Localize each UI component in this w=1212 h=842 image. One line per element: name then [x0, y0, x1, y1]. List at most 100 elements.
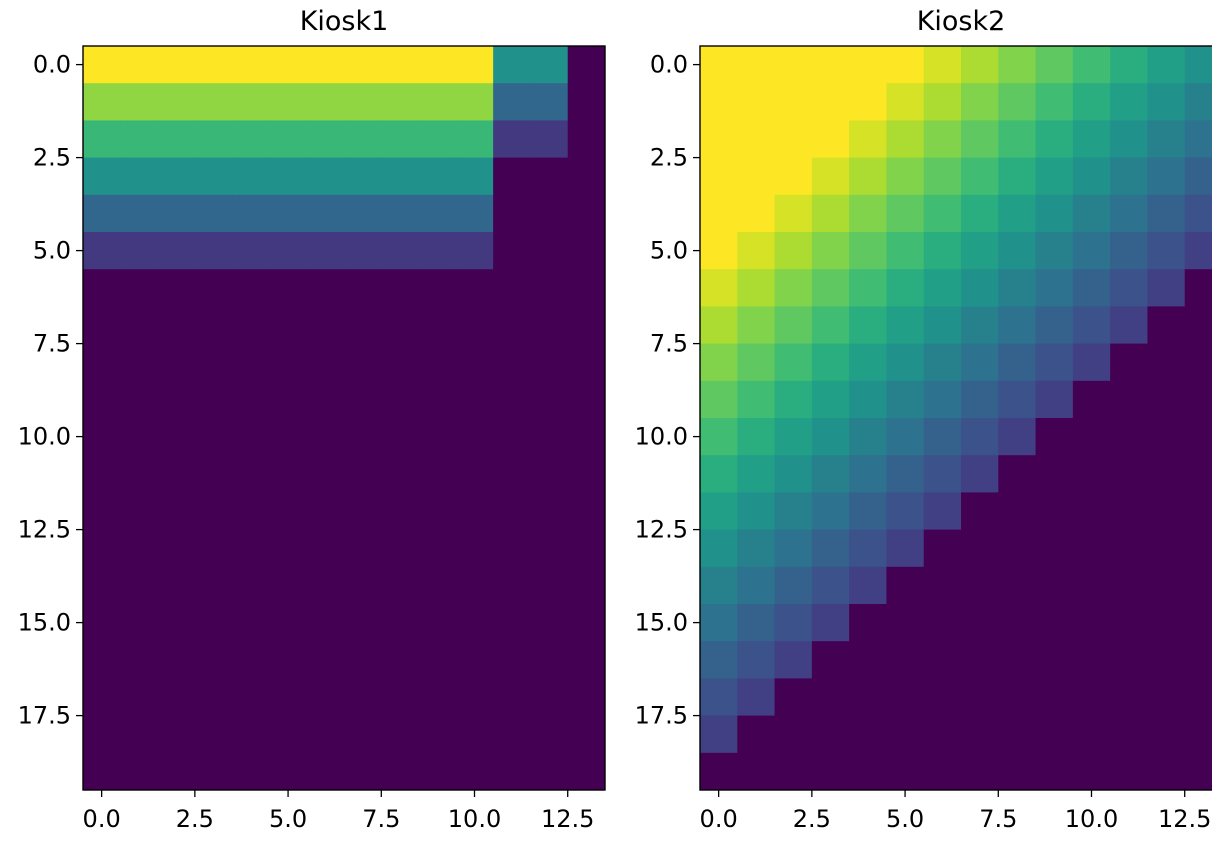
heatmap-cell-r11-c4: [849, 455, 888, 493]
heatmap-cell-r7-c4: [849, 306, 888, 345]
heatmap-cell-r14-c12: [530, 566, 569, 605]
heatmap-cell-r0-c9: [1035, 46, 1074, 84]
heatmap-cell-r9-c12: [1147, 380, 1186, 419]
heatmap-cell-r5-c5: [269, 232, 308, 270]
heatmap-cell-r15-c1: [120, 604, 159, 642]
heatmap-cell-r3-c9: [418, 157, 457, 196]
heatmap-cell-r2-c3: [811, 120, 850, 159]
heatmap-cell-r15-c5: [269, 604, 308, 642]
heatmap-cell-r8-c4: [849, 343, 888, 382]
heatmap-cell-r19-c1: [120, 752, 159, 790]
y-tick-label: 17.5: [18, 702, 71, 730]
heatmap-cell-r17-c0: [83, 678, 121, 717]
heatmap-cell-r13-c8: [998, 529, 1037, 568]
x-tick-label: 12.5: [541, 805, 594, 833]
heatmap-cell-r14-c12: [1147, 566, 1186, 605]
heatmap-cell-r9-c11: [493, 380, 532, 419]
heatmap-cell-r10-c7: [961, 418, 999, 456]
heatmap-cell-r12-c8: [998, 492, 1037, 531]
heatmap-cell-r12-c5: [886, 492, 925, 531]
heatmap-cell-r10-c13: [1184, 418, 1212, 456]
heatmap-cell-r8-c3: [194, 343, 233, 382]
y-tick-label: 15.0: [18, 609, 71, 637]
heatmap-cell-r14-c13: [567, 566, 605, 605]
y-tick-label: 10.0: [18, 423, 71, 451]
y-tick-label: 7.5: [650, 330, 688, 358]
heatmap-cell-r7-c2: [774, 306, 813, 345]
heatmap-cell-r2-c7: [961, 120, 999, 159]
heatmap-cell-r5-c9: [1035, 232, 1074, 270]
heatmap-cell-r11-c10: [1072, 455, 1111, 493]
y-tick-label: 2.5: [650, 144, 688, 172]
heatmap-cell-r1-c0: [700, 83, 738, 121]
heatmap-cell-r12-c2: [157, 492, 196, 531]
heatmap-cell-r14-c11: [1110, 566, 1149, 605]
heatmap-cell-r3-c12: [1147, 157, 1186, 196]
heatmap-cell-r1-c10: [455, 83, 494, 121]
heatmap-cell-r16-c2: [157, 641, 196, 679]
heatmap-cell-r9-c10: [455, 380, 494, 419]
heatmap-cell-r15-c13: [1184, 604, 1212, 642]
heatmap-cell-r6-c12: [530, 269, 569, 307]
heatmap-cell-r2-c10: [455, 120, 494, 159]
heatmap-cell-r15-c11: [493, 604, 532, 642]
heatmap-cell-r3-c10: [1072, 157, 1111, 196]
heatmap-cell-r6-c6: [306, 269, 345, 307]
heatmap-cell-r5-c7: [961, 232, 999, 270]
heatmap-cell-r10-c11: [1110, 418, 1149, 456]
heatmap-cell-r12-c11: [1110, 492, 1149, 531]
heatmap-cell-r19-c6: [923, 752, 962, 790]
heatmap-cell-r10-c0: [700, 418, 738, 456]
heatmap-cell-r2-c9: [418, 120, 457, 159]
heatmap-cell-r13-c1: [737, 529, 776, 568]
heatmap-cell-r4-c13: [567, 194, 605, 233]
heatmap-cell-r6-c1: [737, 269, 776, 307]
heatmap-cell-r12-c1: [120, 492, 159, 531]
heatmap-cell-r1-c13: [1184, 83, 1212, 121]
heatmap-cell-r5-c6: [923, 232, 962, 270]
heatmap-cell-r15-c7: [344, 604, 382, 642]
heatmap-cell-r4-c5: [886, 194, 925, 233]
heatmap-cell-r18-c5: [886, 715, 925, 754]
heatmap-cell-r11-c6: [306, 455, 345, 493]
heatmap-cell-r10-c10: [1072, 418, 1111, 456]
heatmap-cell-r10-c9: [1035, 418, 1074, 456]
x-tick-label: 0.0: [700, 805, 738, 833]
heatmap-cell-r12-c12: [1147, 492, 1186, 531]
heatmap-cell-r4-c3: [194, 194, 233, 233]
heatmap-cell-r6-c9: [418, 269, 457, 307]
heatmap-cell-r17-c2: [157, 678, 196, 717]
heatmap-cell-r4-c6: [306, 194, 345, 233]
heatmap-cell-r8-c10: [455, 343, 494, 382]
heatmap-cell-r1-c4: [232, 83, 271, 121]
heatmap-cell-r9-c1: [737, 380, 776, 419]
heatmap-cell-r0-c3: [194, 46, 233, 84]
heatmap-cell-r1-c8: [998, 83, 1037, 121]
heatmap-cell-r14-c8: [381, 566, 420, 605]
heatmap-cell-r15-c9: [1035, 604, 1074, 642]
heatmap-cell-r0-c8: [998, 46, 1037, 84]
heatmap-cell-r19-c7: [961, 752, 999, 790]
heatmap-cell-r12-c13: [567, 492, 605, 531]
heatmap-cell-r0-c0: [83, 46, 121, 84]
heatmap-cell-r9-c2: [774, 380, 813, 419]
heatmap-cell-r5-c13: [1184, 232, 1212, 270]
heatmap-cell-r14-c3: [194, 566, 233, 605]
heatmap-cell-r14-c13: [1184, 566, 1212, 605]
heatmap-cell-r7-c1: [737, 306, 776, 345]
heatmap-cell-r1-c5: [886, 83, 925, 121]
heatmap-cell-r3-c5: [886, 157, 925, 196]
heatmap-cell-r2-c12: [530, 120, 569, 159]
heatmap-cell-r6-c8: [381, 269, 420, 307]
heatmap-cell-r18-c5: [269, 715, 308, 754]
heatmap-cell-r8-c1: [737, 343, 776, 382]
heatmap-cell-r17-c11: [1110, 678, 1149, 717]
heatmap-cell-r0-c0: [700, 46, 738, 84]
heatmap-cell-r12-c2: [774, 492, 813, 531]
heatmap-cell-r2-c9: [1035, 120, 1074, 159]
heatmap-cell-r1-c10: [1072, 83, 1111, 121]
heatmap-cell-r16-c3: [194, 641, 233, 679]
heatmap-cell-r0-c2: [157, 46, 196, 84]
heatmap-cell-r9-c7: [344, 380, 382, 419]
heatmap-cell-r8-c3: [811, 343, 850, 382]
